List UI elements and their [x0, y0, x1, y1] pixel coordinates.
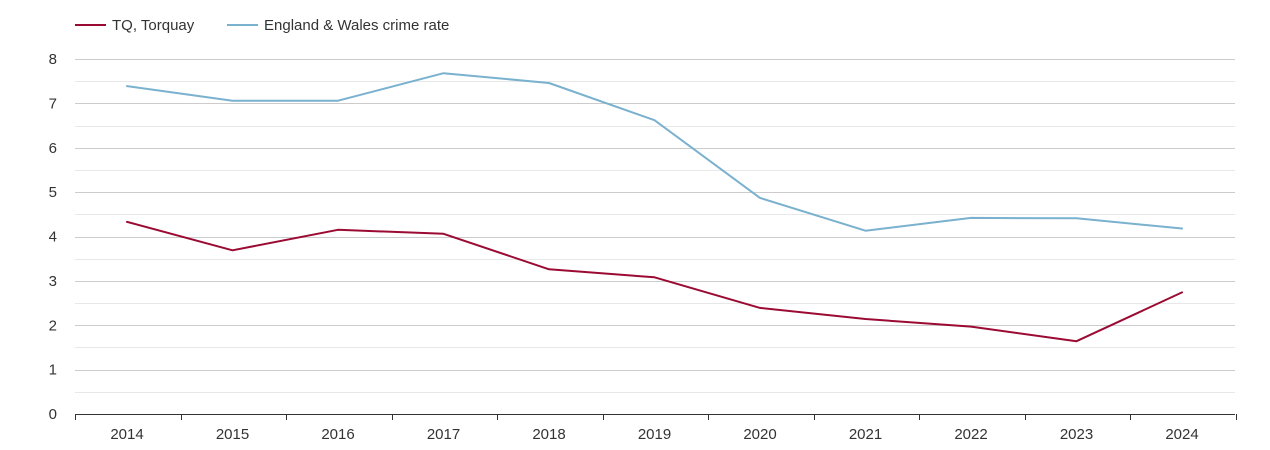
data-point-england-wales[interactable]	[121, 80, 133, 92]
series-line-torquay[interactable]	[126, 220, 1183, 343]
legend-item-torquay[interactable]: TQ, Torquay	[75, 17, 195, 34]
x-tick-label: 2017	[427, 426, 460, 443]
x-tick-label: 2023	[1060, 426, 1093, 443]
data-point-torquay[interactable]	[965, 321, 977, 333]
grid	[75, 59, 1235, 393]
y-tick-label: 7	[49, 95, 57, 112]
data-point-torquay[interactable]	[1176, 286, 1188, 298]
data-point-torquay[interactable]	[754, 302, 766, 314]
y-tick-label: 0	[49, 406, 57, 423]
legend-label-england-wales: England & Wales crime rate	[264, 17, 449, 34]
data-point-torquay[interactable]	[332, 224, 344, 236]
y-tick-label: 1	[49, 362, 57, 379]
x-tick-label: 2015	[216, 426, 249, 443]
y-tick-label: 8	[49, 51, 57, 68]
x-tick-label: 2019	[638, 426, 671, 443]
data-point-england-wales[interactable]	[860, 225, 872, 237]
x-tick-label: 2021	[849, 426, 882, 443]
x-tick-label: 2020	[743, 426, 776, 443]
y-tick-label: 4	[49, 229, 57, 246]
data-point-torquay[interactable]	[649, 271, 661, 283]
x-axis-ticks: 2014 2015 2016 2017 2018 2019 2020 2021 2022 2023…	[75, 414, 1237, 443]
legend: TQ, Torquay England & Wales crime rate	[75, 17, 449, 34]
y-tick-label: 3	[49, 273, 57, 290]
x-tick-label: 2014	[110, 426, 143, 443]
data-point-england-wales[interactable]	[649, 114, 661, 126]
data-point-torquay[interactable]	[227, 244, 239, 256]
data-point-torquay[interactable]	[438, 228, 450, 240]
data-point-england-wales[interactable]	[1071, 212, 1083, 224]
y-axis-ticks: 0 1 2 3 4 5 6 7 8	[49, 51, 57, 423]
data-point-england-wales[interactable]	[754, 192, 766, 204]
data-point-england-wales[interactable]	[438, 67, 450, 79]
series-line-england-wales[interactable]	[126, 72, 1183, 232]
legend-item-england-wales[interactable]: England & Wales crime rate	[227, 17, 449, 34]
data-point-england-wales[interactable]	[1176, 223, 1188, 235]
y-tick-label: 2	[49, 317, 57, 334]
data-point-torquay[interactable]	[121, 216, 133, 228]
x-tick-label: 2022	[954, 426, 987, 443]
data-point-torquay[interactable]	[860, 313, 872, 325]
legend-label-torquay: TQ, Torquay	[112, 17, 195, 34]
data-point-england-wales[interactable]	[965, 212, 977, 224]
data-point-england-wales[interactable]	[543, 77, 555, 89]
series-lines	[121, 67, 1188, 347]
x-tick-label: 2024	[1165, 426, 1198, 443]
data-point-england-wales[interactable]	[227, 95, 239, 107]
data-point-england-wales[interactable]	[332, 95, 344, 107]
x-tick-label: 2018	[532, 426, 565, 443]
data-point-torquay[interactable]	[1071, 335, 1083, 347]
y-tick-label: 5	[49, 184, 57, 201]
x-tick-label: 2016	[321, 426, 354, 443]
y-tick-label: 6	[49, 140, 57, 157]
data-point-torquay[interactable]	[543, 263, 555, 275]
